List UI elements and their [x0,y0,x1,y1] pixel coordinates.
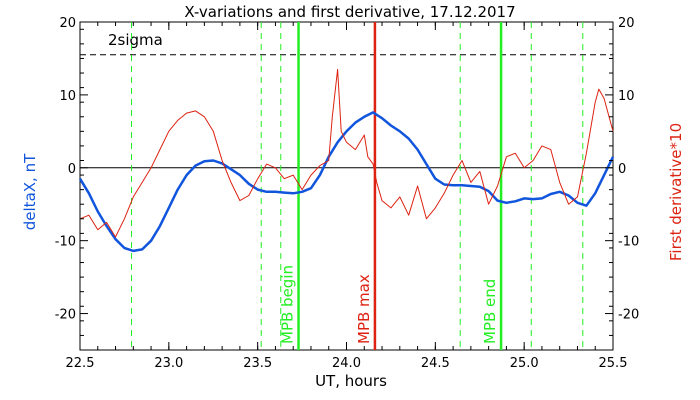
x-tick-label: 25.0 [510,356,539,371]
x-tick-label: 25.5 [599,356,628,371]
x-axis-label: UT, hours [315,372,387,390]
y-axis-label-left: deltaX, nT [21,153,39,230]
y-axis-label-right: First derivative*10 [667,123,685,261]
x-tick-label: 22.5 [66,356,95,371]
y-tick-label-left: 10 [59,89,76,104]
y-tick-label-right: -20 [618,308,639,323]
event-label-mpb-max: MPB max [355,274,373,344]
y-tick-label-right: 10 [618,89,635,104]
threshold-label: 2sigma [108,31,163,49]
y-tick-label-left: -10 [55,235,76,250]
event-label-mpb-begin: MPB begin [279,265,297,344]
plot-frame [79,21,614,351]
y-tick-label-right: -10 [618,235,639,250]
y-tick-label-right: 0 [618,162,626,177]
y-tick-label-left: -20 [55,308,76,323]
event-label-mpb-end: MPB end [481,279,499,344]
y-tick-label-left: 0 [68,162,76,177]
plot-area: 2sigma MPB begin MPB max MPB end 22.5 23.0 23.… [55,16,639,371]
x-tick-label: 24.5 [421,356,450,371]
x-tick-label: 24.0 [332,356,361,371]
y-tick-label-right: 20 [618,16,635,31]
deltax-line [78,111,615,253]
x-tick-label: 23.5 [243,356,272,371]
chart-title: X-variations and first derivative, 17.12… [184,3,515,21]
y-tick-label-left: 20 [59,16,76,31]
derivative-line [79,68,614,238]
x-tick-label: 23.0 [154,356,183,371]
